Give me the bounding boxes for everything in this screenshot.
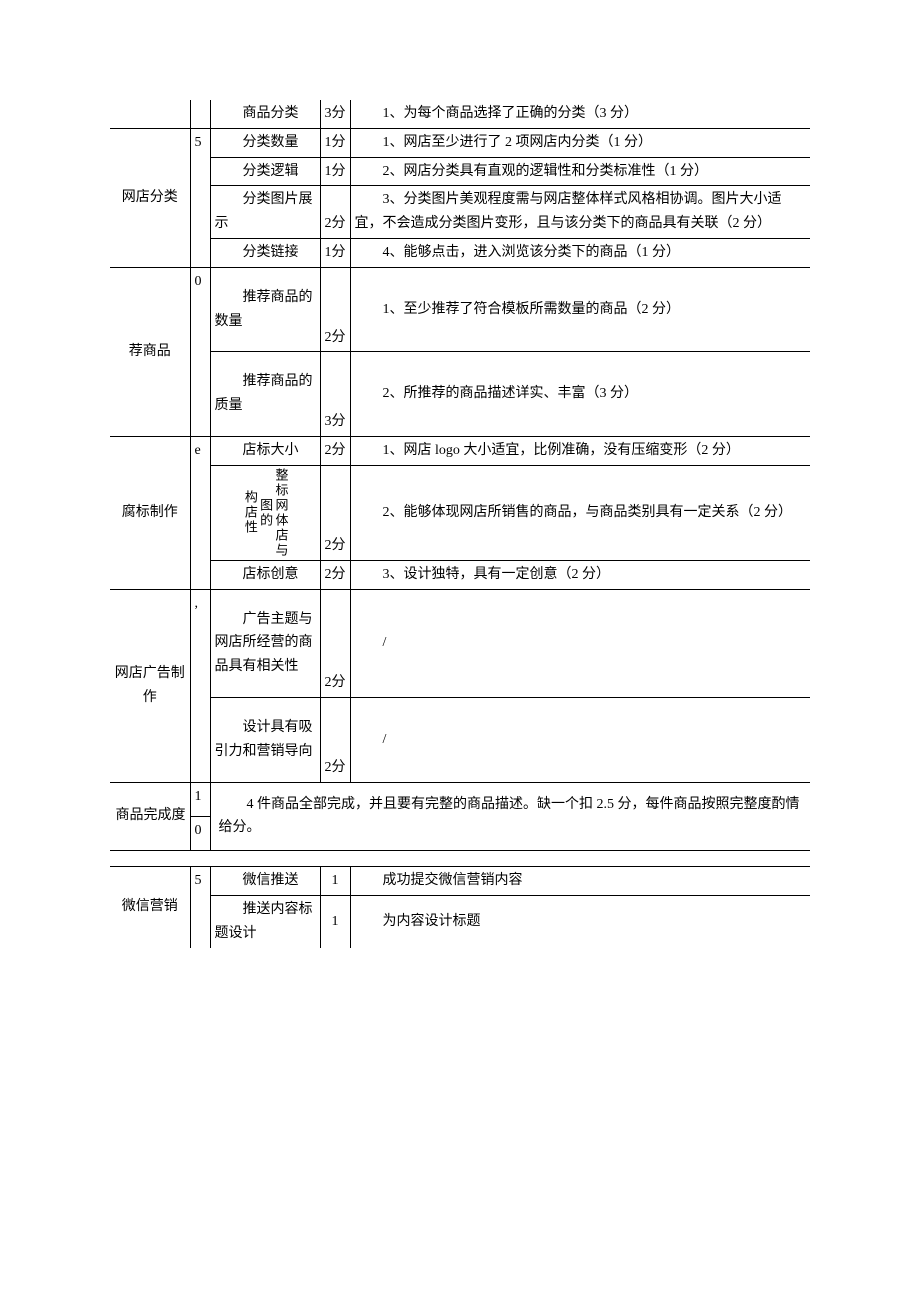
table-row: 微信营销 5 微信推送 1 成功提交微信营销内容: [110, 867, 810, 896]
table-row: 分类逻辑 1分 2、网店分类具有直观的逻辑性和分类标准性（1 分）: [110, 157, 810, 186]
cell-score: 1分: [320, 128, 350, 157]
table-row: 推送内容标题设计 1 为内容设计标题: [110, 895, 810, 947]
cell-desc: 2、网店分类具有直观的逻辑性和分类标准性（1 分）: [350, 157, 810, 186]
cell-item: 店标大小: [210, 436, 320, 465]
table-row: 商品完成度 1 4 件商品全部完成，并且要有完整的商品描述。缺一个扣 2.5 分…: [110, 782, 810, 816]
cell-cat: [110, 100, 190, 128]
table-row: 网店广告制作 , 广告主题与网店所经营的商品具有相关性 2分 /: [110, 589, 810, 697]
cell-item: 广告主题与网店所经营的商品具有相关性: [210, 589, 320, 697]
cell-score: 2分: [320, 267, 350, 352]
spacer-row: [110, 851, 810, 867]
cell-cat-score: 0: [190, 816, 210, 850]
cell-desc: 1、网店至少进行了 2 项网店内分类（1 分）: [350, 128, 810, 157]
cell-desc: 为内容设计标题: [350, 895, 810, 947]
cell-item: 构店性 图的 整标网体店与: [210, 465, 320, 560]
cell-cat-score: 5: [190, 867, 210, 948]
cell-item: 设计具有吸引力和营销导向: [210, 697, 320, 782]
cell-item: 店标创意: [210, 560, 320, 589]
table-row: 推荐商品的质量 3分 2、所推荐的商品描述详实、丰富（3 分）: [110, 352, 810, 437]
cell-desc: 3、分类图片美观程度需与网店整体样式风格相协调。图片大小适宜，不会造成分类图片变…: [350, 186, 810, 239]
cell-score: 2分: [320, 186, 350, 239]
cell-score: 2分: [320, 465, 350, 560]
table-row: 荐商品 0 推荐商品的数量 2分 1、至少推荐了符合模板所需数量的商品（2 分）: [110, 267, 810, 352]
cell-item: 微信推送: [210, 867, 320, 896]
table-row: 构店性 图的 整标网体店与 2分 2、能够体现网店所销售的商品，与商品类别具有一…: [110, 465, 810, 560]
vertical-text: 构店性: [243, 490, 257, 535]
cell-desc: 2、所推荐的商品描述详实、丰富（3 分）: [350, 352, 810, 437]
cell-desc: 2、能够体现网店所销售的商品，与商品类别具有一定关系（2 分）: [350, 465, 810, 560]
cell-score: 3分: [320, 352, 350, 437]
cell-cat-score: [190, 100, 210, 128]
cell-desc: /: [350, 589, 810, 697]
cell-item: 推荐商品的数量: [210, 267, 320, 352]
cell-score: 2分: [320, 589, 350, 697]
cell-desc: 1、网店 logo 大小适宜，比例准确，没有压缩变形（2 分）: [350, 436, 810, 465]
vertical-text: 图的: [258, 498, 272, 528]
cell-cat: 网店广告制作: [110, 589, 190, 782]
cell-score: 1: [320, 895, 350, 947]
cell-desc: 1、至少推荐了符合模板所需数量的商品（2 分）: [350, 267, 810, 352]
cell-desc: 成功提交微信营销内容: [350, 867, 810, 896]
cell-desc: 3、设计独特，具有一定创意（2 分）: [350, 560, 810, 589]
cell-cat-score: ,: [190, 589, 210, 782]
cell-desc: 4 件商品全部完成，并且要有完整的商品描述。缺一个扣 2.5 分，每件商品按照完…: [210, 782, 810, 851]
table-row: 分类链接 1分 4、能够点击，进入浏览该分类下的商品（1 分）: [110, 238, 810, 267]
table-row: 网店分类 5 分类数量 1分 1、网店至少进行了 2 项网店内分类（1 分）: [110, 128, 810, 157]
cell-cat-score: e: [190, 436, 210, 589]
cell-item: 分类数量: [210, 128, 320, 157]
cell-item: 分类逻辑: [210, 157, 320, 186]
cell-cat: 腐标制作: [110, 436, 190, 589]
cell-cat-score: 5: [190, 128, 210, 267]
vertical-text: 整标网体店与: [273, 468, 287, 558]
cell-score: 1分: [320, 238, 350, 267]
cell-cat: 网店分类: [110, 128, 190, 267]
cell-item: 推荐商品的质量: [210, 352, 320, 437]
table-row: 腐标制作 e 店标大小 2分 1、网店 logo 大小适宜，比例准确，没有压缩变…: [110, 436, 810, 465]
cell-cat-score: 1: [190, 782, 210, 816]
cell-score: 2分: [320, 436, 350, 465]
cell-desc: 1、为每个商品选择了正确的分类（3 分）: [350, 100, 810, 128]
table-row: 分类图片展示 2分 3、分类图片美观程度需与网店整体样式风格相协调。图片大小适宜…: [110, 186, 810, 239]
cell-score: 2分: [320, 697, 350, 782]
cell-cat: 微信营销: [110, 867, 190, 948]
cell-score: 2分: [320, 560, 350, 589]
cell-cat-score: 0: [190, 267, 210, 436]
cell-cat: 荐商品: [110, 267, 190, 436]
cell-item: 商品分类: [210, 100, 320, 128]
table-row: 商品分类 3分 1、为每个商品选择了正确的分类（3 分）: [110, 100, 810, 128]
cell-score: 3分: [320, 100, 350, 128]
rubric-table: 商品分类 3分 1、为每个商品选择了正确的分类（3 分） 网店分类 5 分类数量…: [110, 100, 810, 948]
cell-desc: 4、能够点击，进入浏览该分类下的商品（1 分）: [350, 238, 810, 267]
cell-score: 1分: [320, 157, 350, 186]
cell-score: 1: [320, 867, 350, 896]
cell-desc: /: [350, 697, 810, 782]
cell-cat: 商品完成度: [110, 782, 190, 851]
cell-item: 推送内容标题设计: [210, 895, 320, 947]
table-row: 设计具有吸引力和营销导向 2分 /: [110, 697, 810, 782]
table-row: 店标创意 2分 3、设计独特，具有一定创意（2 分）: [110, 560, 810, 589]
cell-item: 分类链接: [210, 238, 320, 267]
cell-item: 分类图片展示: [210, 186, 320, 239]
